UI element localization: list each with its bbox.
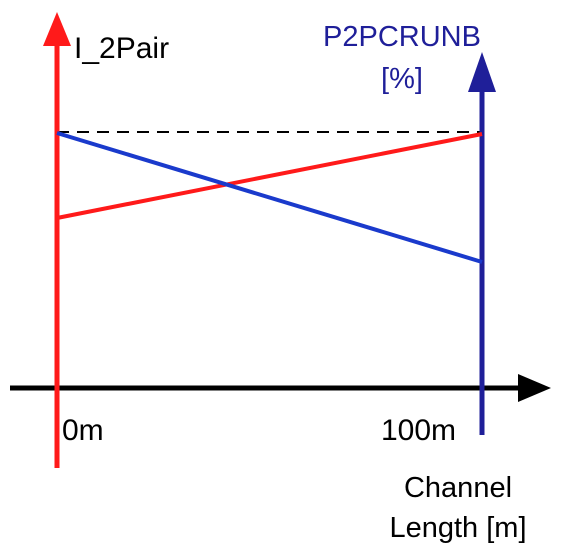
x-axis-label-line1: Channel (404, 472, 512, 504)
blue-series-line (56, 131, 483, 264)
x-axis-arrowhead (518, 374, 551, 402)
red-series-line (56, 132, 483, 220)
x-end-label: 100m (381, 414, 456, 447)
left-axis-arrowhead (43, 12, 71, 46)
x-start-label: 0m (62, 414, 104, 447)
x-axis-label-line2: Length [m] (389, 512, 526, 544)
right-axis-label-line1: P2PCRUNB (323, 21, 481, 53)
left-axis-label: I_2Pair (74, 32, 169, 65)
right-axis-label-line2: [%] (381, 63, 423, 95)
right-axis-arrowhead (468, 52, 496, 92)
